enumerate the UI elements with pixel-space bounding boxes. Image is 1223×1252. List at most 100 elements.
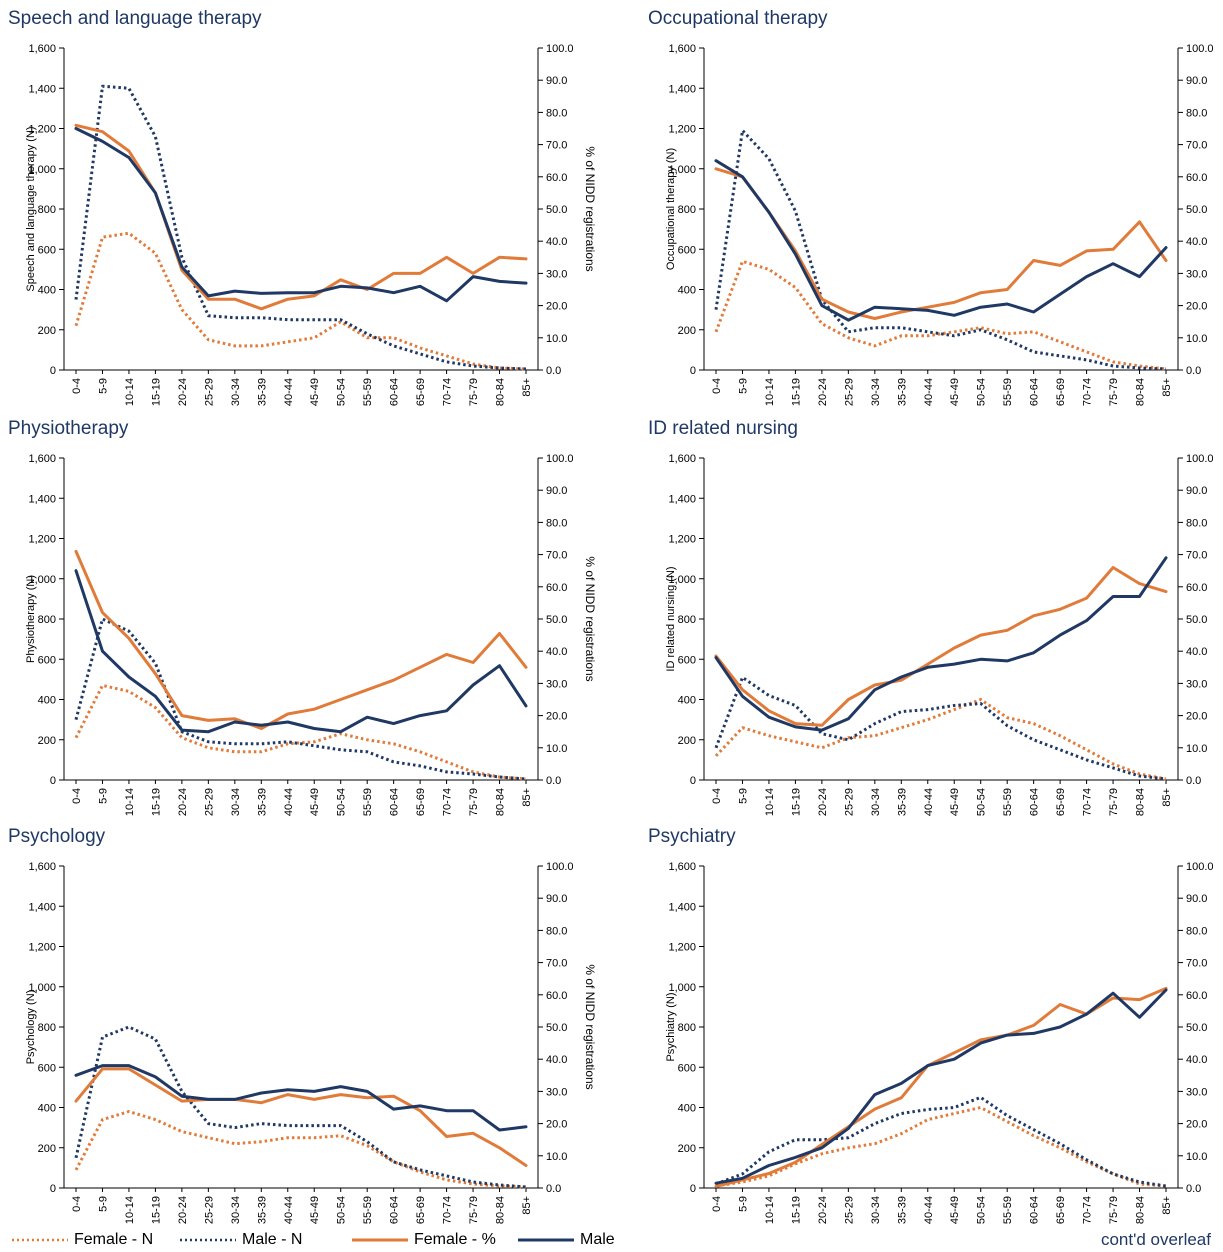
series-line-female bbox=[714, 986, 1168, 1188]
y-left-tick-label: 1,400 bbox=[28, 901, 56, 913]
chart-panel-occupational-therapy: Occupational therapy 0 200 400 600 800 1,000 1,… bbox=[640, 8, 1223, 408]
y-right-tick-label: 60.0 bbox=[1186, 582, 1207, 594]
y-right-tick-label: 20.0 bbox=[546, 301, 567, 313]
y-left-axis-title: ID related nursing (N) bbox=[665, 566, 677, 671]
chart-svg: 0 200 400 600 800 1,000 1,200 1,400 1,600 0.0 10.0… bbox=[25, 453, 597, 816]
x-tick-label: 85+ bbox=[1161, 788, 1173, 807]
y-right-tick-label: 70.0 bbox=[546, 140, 567, 152]
x-tick-label: 10-14 bbox=[764, 788, 776, 816]
x-tick-label: 70-74 bbox=[1082, 378, 1094, 406]
series-line-male-n bbox=[74, 1025, 527, 1189]
y-right-axis-title: % of NIDD registrations bbox=[583, 146, 597, 271]
series-line-female bbox=[714, 167, 1168, 320]
y-right-tick-label: 0.0 bbox=[1186, 365, 1201, 377]
x-tick-label: 0-4 bbox=[71, 1196, 83, 1212]
chart-title: Occupational therapy bbox=[648, 8, 828, 29]
y-right-tick-label: 80.0 bbox=[546, 517, 567, 529]
y-left-tick-label: 1,400 bbox=[668, 901, 696, 913]
y-right-tick-label: 70.0 bbox=[1186, 550, 1207, 562]
chart-title: Psychiatry bbox=[648, 826, 736, 847]
y-right-tick-label: 60.0 bbox=[546, 990, 567, 1002]
x-tick-label: 70-74 bbox=[442, 788, 454, 816]
y-left-tick-label: 1,400 bbox=[668, 493, 696, 505]
y-right-tick-label: 90.0 bbox=[1186, 893, 1207, 905]
x-tick-label: 5-9 bbox=[97, 378, 109, 394]
y-left-tick-label: 600 bbox=[678, 244, 696, 256]
x-tick-label: 20-24 bbox=[817, 1196, 829, 1224]
x-tick-label: 60-64 bbox=[389, 788, 401, 816]
x-tick-label: 65-69 bbox=[415, 1196, 427, 1224]
x-tick-label: 50-54 bbox=[976, 378, 988, 406]
y-left-tick-label: 400 bbox=[38, 695, 56, 707]
chart-svg: 0 200 400 600 800 1,000 1,200 1,400 1,600 0.0 10.0… bbox=[665, 861, 1214, 1224]
y-right-tick-label: 40.0 bbox=[1186, 1054, 1207, 1066]
x-tick-label: 60-64 bbox=[1029, 1196, 1041, 1224]
y-right-tick-label: 100.0 bbox=[1186, 43, 1214, 55]
x-tick-label: 75-79 bbox=[468, 1196, 480, 1224]
y-left-tick-label: 200 bbox=[38, 735, 56, 747]
y-right-tick-label: 0.0 bbox=[546, 775, 561, 787]
y-right-tick-label: 30.0 bbox=[1186, 268, 1207, 280]
x-tick-label: 10-14 bbox=[764, 378, 776, 406]
x-tick-label: 80-84 bbox=[495, 788, 507, 816]
y-left-tick-label: 800 bbox=[678, 204, 696, 216]
y-right-tick-label: 10.0 bbox=[1186, 743, 1207, 755]
series-line-male bbox=[74, 1064, 528, 1132]
legend-label: Male - N bbox=[242, 1231, 303, 1248]
y-left-tick-label: 200 bbox=[678, 1143, 696, 1155]
x-tick-label: 5-9 bbox=[737, 1196, 749, 1212]
x-tick-label: 55-59 bbox=[362, 788, 374, 816]
y-left-tick-label: 0 bbox=[50, 775, 56, 787]
y-left-tick-label: 400 bbox=[38, 1103, 56, 1115]
y-left-tick-label: 1,000 bbox=[668, 164, 696, 176]
chart-panel-psychology: Psychology 0 200 400 600 800 1,000 1,200 1,400 1,… bbox=[0, 826, 600, 1226]
x-tick-label: 35-39 bbox=[896, 788, 908, 816]
y-right-tick-label: 10.0 bbox=[1186, 333, 1207, 345]
x-tick-label: 45-49 bbox=[309, 378, 321, 406]
chart-panel-id-related-nursing: ID related nursing 0 200 400 600 800 1,000 1,20… bbox=[640, 418, 1223, 818]
x-tick-label: 15-19 bbox=[150, 378, 162, 406]
y-right-tick-label: 90.0 bbox=[1186, 485, 1207, 497]
y-right-tick-label: 70.0 bbox=[546, 958, 567, 970]
y-left-tick-label: 1,200 bbox=[668, 534, 696, 546]
chart-panel-speech-and-language-therapy: Speech and language therapy 0 200 400 600 800… bbox=[0, 8, 600, 408]
y-right-tick-label: 90.0 bbox=[1186, 75, 1207, 87]
y-right-tick-label: 40.0 bbox=[546, 236, 567, 248]
x-tick-label: 0-4 bbox=[711, 1196, 723, 1212]
y-right-tick-label: 50.0 bbox=[1186, 204, 1207, 216]
y-right-tick-label: 100.0 bbox=[546, 43, 574, 55]
x-tick-label: 30-34 bbox=[230, 378, 242, 406]
y-left-tick-label: 1,400 bbox=[668, 83, 696, 95]
x-tick-label: 80-84 bbox=[1135, 378, 1147, 406]
y-right-axis-title: % of NIDD registrations bbox=[583, 556, 597, 681]
x-tick-label: 45-49 bbox=[309, 1196, 321, 1224]
series-line-male bbox=[714, 159, 1168, 322]
y-left-tick-label: 1,000 bbox=[668, 574, 696, 586]
chart-title: Speech and language therapy bbox=[8, 8, 262, 29]
y-left-tick-label: 1,600 bbox=[668, 453, 696, 465]
y-right-tick-label: 20.0 bbox=[546, 711, 567, 723]
chart-title: ID related nursing bbox=[648, 418, 798, 439]
y-right-tick-label: 90.0 bbox=[546, 893, 567, 905]
x-tick-label: 30-34 bbox=[870, 788, 882, 816]
y-left-tick-label: 1,000 bbox=[668, 982, 696, 994]
y-right-tick-label: 50.0 bbox=[546, 204, 567, 216]
y-right-tick-label: 30.0 bbox=[1186, 678, 1207, 690]
legend-label: Female - % bbox=[414, 1231, 496, 1248]
x-tick-label: 0-4 bbox=[711, 378, 723, 394]
x-tick-label: 75-79 bbox=[468, 788, 480, 816]
x-tick-label: 70-74 bbox=[1082, 788, 1094, 816]
y-left-tick-label: 1,200 bbox=[28, 942, 56, 954]
y-right-tick-label: 40.0 bbox=[546, 646, 567, 658]
y-left-axis-title: Physiotherapy (N) bbox=[25, 575, 37, 663]
x-tick-label: 25-29 bbox=[203, 788, 215, 816]
chart-svg: 0 200 400 600 800 1,000 1,200 1,400 1,600 0.0 10.0… bbox=[665, 43, 1214, 406]
x-tick-label: 10-14 bbox=[124, 1196, 136, 1224]
y-left-tick-label: 1,400 bbox=[28, 83, 56, 95]
y-left-tick-label: 1,200 bbox=[668, 124, 696, 136]
y-left-tick-label: 1,200 bbox=[668, 942, 696, 954]
series-line-female bbox=[74, 1067, 528, 1167]
series-line-male-n bbox=[714, 675, 1167, 781]
y-left-tick-label: 800 bbox=[38, 1022, 56, 1034]
y-right-tick-label: 0.0 bbox=[546, 1183, 561, 1195]
